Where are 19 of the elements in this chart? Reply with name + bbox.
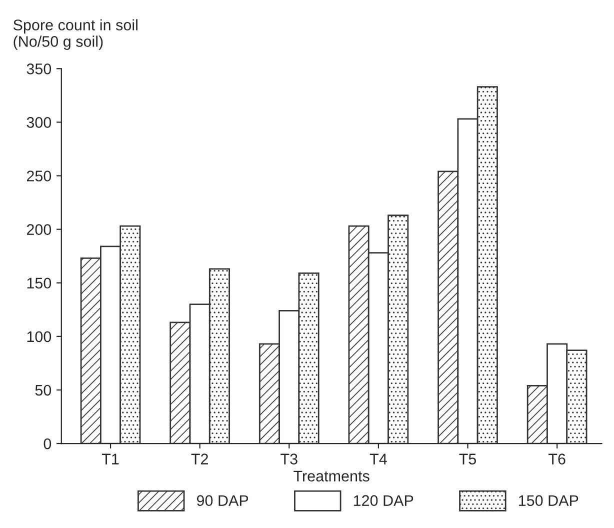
x-tick-label: T4: [370, 454, 387, 464]
legend-label: 150 DAP: [518, 495, 578, 506]
y-tick-label: 350: [26, 64, 52, 74]
y-tick-label: 250: [26, 170, 52, 182]
y-tick-label: 200: [26, 224, 52, 235]
x-tick-label: T5: [459, 454, 476, 464]
y-tick-label: 150: [27, 278, 52, 289]
y-tick-label: 300: [26, 117, 52, 128]
x-tick-label: T1: [102, 454, 119, 464]
y-tick-label: 100: [27, 331, 52, 342]
x-tick-label: T2: [191, 454, 208, 464]
legend-label: 120 DAP: [354, 495, 414, 506]
x-tick-label: T3: [280, 454, 298, 464]
y-tick-label: 50: [35, 384, 52, 396]
x-axis-title: Treatments: [294, 470, 370, 482]
x-tick-label: T6: [548, 454, 566, 464]
legend-label: 90 DAP: [196, 495, 248, 506]
y-tick-label: 0: [44, 438, 52, 450]
y-axis-title: Spore count in soil (No/50 g soil): [13, 19, 138, 50]
